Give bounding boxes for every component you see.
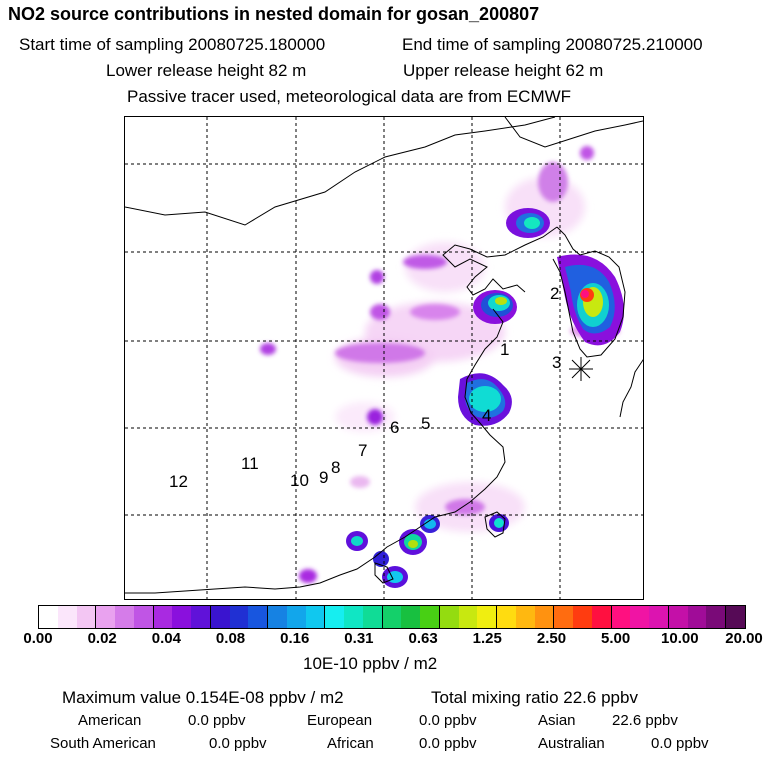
american-value: 0.0 ppbv xyxy=(188,712,246,729)
hotspot-bohai xyxy=(473,290,517,324)
asian-label: Asian xyxy=(538,712,576,729)
colorbar-units: 10E-10 ppbv / m2 xyxy=(303,654,438,673)
plot-title: NO2 source contributions in nested domai… xyxy=(8,4,540,24)
receptor-label-11: 11 xyxy=(241,454,259,473)
end-time: End time of sampling 20080725.210000 xyxy=(402,35,703,54)
receptor-label-6: 6 xyxy=(390,418,400,437)
colorbar-tick-label: 1.25 xyxy=(472,630,502,647)
colorbar-swatch xyxy=(496,606,516,628)
receptor-label-3: 3 xyxy=(552,353,562,372)
colorbar-swatch xyxy=(553,606,573,628)
colorbar-tick-label: 20.00 xyxy=(725,630,763,647)
receptor-label-12: 12 xyxy=(169,472,188,491)
tracer-note: Passive tracer used, meteorological data… xyxy=(127,87,572,106)
colorbar-tick-label: 0.04 xyxy=(151,630,181,647)
colorbar-swatch xyxy=(133,606,153,628)
receptor-label-10: 10 xyxy=(290,471,309,490)
receptor-label-2: 2 xyxy=(550,284,560,303)
colorbar-swatch xyxy=(649,606,668,628)
colorbar-tick-label: 5.00 xyxy=(601,630,631,647)
colorbar-swatch xyxy=(401,606,420,628)
colorbar-swatch xyxy=(267,606,287,628)
colorbar-tick-label: 0.02 xyxy=(87,630,117,647)
map-panel: 1 2 3 4 5 6 7 8 9 10 11 12 xyxy=(124,116,644,600)
receptor-label-8: 8 xyxy=(331,458,341,477)
colorbar-swatch xyxy=(248,606,267,628)
lower-release-height: Lower release height 82 m xyxy=(106,61,307,80)
upper-release-height: Upper release height 62 m xyxy=(403,61,604,80)
colorbar-swatch xyxy=(706,606,725,628)
max-value: Maximum value 0.154E-08 ppbv / m2 xyxy=(62,688,344,707)
south-american-value: 0.0 ppbv xyxy=(209,735,267,752)
colorbar-tick-label: 0.31 xyxy=(344,630,374,647)
map-canvas xyxy=(125,117,643,599)
colorbar-swatch xyxy=(152,606,173,628)
receptor-label-7: 7 xyxy=(358,441,368,460)
south-american-label: South American xyxy=(50,735,156,752)
american-label: American xyxy=(78,712,142,729)
australian-label: Australian xyxy=(538,735,605,752)
colorbar-swatch xyxy=(591,606,611,628)
colorbar-swatch xyxy=(667,606,688,628)
colorbar-swatch xyxy=(76,606,96,628)
colorbar-swatch xyxy=(438,606,459,628)
colorbar-tick-label: 10.00 xyxy=(661,630,699,647)
colorbar-swatch xyxy=(39,606,58,628)
receptor-label-4: 4 xyxy=(482,406,492,425)
colorbar-swatch xyxy=(534,606,554,628)
colorbar-swatch xyxy=(305,606,325,628)
asian-value: 22.6 ppbv xyxy=(612,712,678,729)
graticule xyxy=(125,117,643,599)
colorbar-swatch xyxy=(687,606,707,628)
colorbar xyxy=(38,605,746,629)
australian-value: 0.0 ppbv xyxy=(651,735,709,752)
start-time: Start time of sampling 20080725.180000 xyxy=(19,35,326,54)
hotspot-yangtze xyxy=(458,373,512,426)
total-mixing-ratio: Total mixing ratio 22.6 ppbv xyxy=(431,688,638,707)
colorbar-tick-label: 0.08 xyxy=(215,630,246,647)
colorbar-swatch xyxy=(191,606,210,628)
colorbar-swatch xyxy=(229,606,249,628)
colorbar-swatch xyxy=(115,606,134,628)
hotspot-korea xyxy=(557,254,624,346)
colorbar-tick-label: 2.50 xyxy=(536,630,567,647)
colorbar-swatch xyxy=(57,606,77,628)
european-label: European xyxy=(307,712,373,729)
colorbar-swatch xyxy=(458,606,478,628)
receptor-star-icon xyxy=(569,357,593,381)
colorbar-tick-label: 0.16 xyxy=(280,630,310,647)
coastlines xyxy=(125,117,643,594)
colorbar-swatch xyxy=(573,606,592,628)
colorbar-swatch xyxy=(381,606,402,628)
colorbar-swatch xyxy=(95,606,115,628)
african-value: 0.0 ppbv xyxy=(419,735,477,752)
receptor-label-5: 5 xyxy=(421,414,431,433)
european-value: 0.0 ppbv xyxy=(419,712,477,729)
receptor-label-9: 9 xyxy=(319,468,329,487)
receptor-label-1: 1 xyxy=(500,340,510,359)
colorbar-swatch xyxy=(324,606,344,628)
colorbar-swatch xyxy=(362,606,382,628)
colorbar-swatch xyxy=(515,606,535,628)
colorbar-swatch xyxy=(477,606,496,628)
african-label: African xyxy=(327,735,374,752)
colorbar-tick-label: 0.00 xyxy=(23,630,53,647)
hotspot-northeast xyxy=(506,208,550,238)
colorbar-tick-label: 0.63 xyxy=(408,630,438,647)
colorbar-swatch xyxy=(420,606,439,628)
colorbar-swatch xyxy=(209,606,230,628)
colorbar-swatch xyxy=(286,606,306,628)
colorbar-swatch xyxy=(630,606,649,628)
colorbar-swatch xyxy=(172,606,191,628)
colorbar-swatch xyxy=(725,606,745,628)
colorbar-swatch xyxy=(344,606,363,628)
colorbar-swatch xyxy=(610,606,631,628)
